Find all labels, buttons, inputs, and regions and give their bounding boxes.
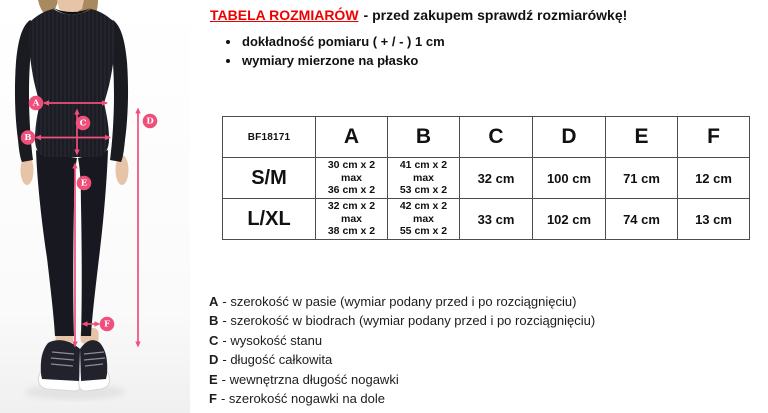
legend-text: - szerokość w pasie (wymiar podany przed… <box>222 294 577 309</box>
table-row-lxl: L/XL 32 cm x 2 max 38 cm x 2 42 cm x 2 m… <box>222 198 750 240</box>
measure-arrow-c: C <box>74 108 91 156</box>
cell-lxl-d: 102 cm <box>532 198 606 240</box>
measure-label-d: D <box>146 117 154 127</box>
col-header-a: A <box>315 116 388 158</box>
measure-arrow-d: D <box>135 107 158 348</box>
cell-sm-e: 71 cm <box>605 157 678 199</box>
cell-lxl-e: 74 cm <box>605 198 678 240</box>
sneaker-upper <box>80 340 108 381</box>
model-photo: A C B D <box>0 0 190 413</box>
size-label-lxl: L/XL <box>222 198 316 240</box>
table-header-row: BF18171 A B C D E F <box>222 116 750 158</box>
col-header-b: B <box>387 116 460 158</box>
cell-lxl-c: 33 cm <box>459 198 533 240</box>
product-code: BF18171 <box>222 116 316 158</box>
measure-arrow-f: F <box>81 316 115 332</box>
collar <box>53 8 91 15</box>
leggings <box>78 150 108 336</box>
model-figure-svg: A C B D <box>0 0 190 413</box>
legend-letter: E <box>209 371 218 387</box>
hand <box>115 155 129 185</box>
legend-letter: D <box>209 352 219 368</box>
header: TABELA ROZMIARÓW - przed zakupem sprawdź … <box>210 7 762 70</box>
measure-label-a: A <box>32 99 40 109</box>
measurement-legend: A- szerokość w pasie (wymiar podany prze… <box>209 292 595 408</box>
notes-list: dokładność pomiaru ( + / - ) 1 cm wymiar… <box>210 32 762 70</box>
sleeve <box>107 20 129 162</box>
leggings <box>36 150 77 336</box>
cell-sm-b: 41 cm x 2 max 53 cm x 2 <box>387 157 460 199</box>
legend-item-c: C- wysokość stanu <box>209 331 595 350</box>
sneaker-laces <box>50 351 106 367</box>
sweater-rib-texture <box>29 9 115 157</box>
cell-sm-d: 100 cm <box>532 157 606 199</box>
legend-text: - wysokość stanu <box>222 332 323 348</box>
measure-arrow-a: A <box>28 95 108 111</box>
col-header-e: E <box>605 116 678 158</box>
legend-item-a: A- szerokość w pasie (wymiar podany prze… <box>209 292 595 311</box>
neck <box>57 0 84 13</box>
page-subtitle: - przed zakupem sprawdź rozmiarówkę! <box>363 7 628 23</box>
page-title: TABELA ROZMIARÓW <box>210 7 359 23</box>
col-header-f: F <box>677 116 750 158</box>
measure-arrow-b: B <box>20 130 111 145</box>
cell-sm-c: 32 cm <box>459 157 533 199</box>
legend-letter: B <box>209 313 219 329</box>
note-item: dokładność pomiaru ( + / - ) 1 cm <box>241 32 762 51</box>
hair <box>38 0 58 17</box>
legend-text: - długość całkowita <box>222 352 333 368</box>
legend-item-d: D- długość całkowita <box>209 350 595 369</box>
note-item: wymiary mierzone na płasko <box>241 51 762 70</box>
table-row-sm: S/M 30 cm x 2 max 36 cm x 2 41 cm x 2 ma… <box>222 157 750 199</box>
legend-item-b: B- szerokość w biodrach (wymiar podany p… <box>209 311 595 330</box>
cell-sm-f: 12 cm <box>677 157 750 199</box>
col-header-c: C <box>459 116 533 158</box>
sleeve <box>14 20 37 162</box>
measure-label-f: F <box>104 320 110 330</box>
cell-lxl-b: 42 cm x 2 max 55 cm x 2 <box>387 198 460 240</box>
cell-lxl-f: 13 cm <box>677 198 750 240</box>
legend-text: - wewnętrzna długość nogawki <box>221 371 399 387</box>
sneaker-upper <box>40 340 80 381</box>
legend-letter: F <box>209 391 217 407</box>
measure-label-c: C <box>80 119 87 129</box>
legend-letter: C <box>209 332 219 348</box>
cell-sm-a: 30 cm x 2 max 36 cm x 2 <box>315 157 388 199</box>
cell-lxl-a: 32 cm x 2 max 38 cm x 2 <box>315 198 388 240</box>
legend-text: - szerokość w biodrach (wymiar podany pr… <box>222 313 596 329</box>
measure-label-e: E <box>81 179 88 189</box>
size-table: BF18171 A B C D E F S/M 30 cm x 2 max 36… <box>222 116 750 240</box>
title-line: TABELA ROZMIARÓW - przed zakupem sprawdź … <box>210 7 762 24</box>
legend-item-e: E- wewnętrzna długość nogawki <box>209 370 595 389</box>
measure-arrow-e: E <box>72 162 92 348</box>
legend-text: - szerokość nogawki na dole <box>220 391 385 407</box>
hand <box>20 155 34 185</box>
legend-item-f: F- szerokość nogawki na dole <box>209 389 595 408</box>
legend-letter: A <box>209 294 219 309</box>
col-header-d: D <box>532 116 606 158</box>
size-label-sm: S/M <box>222 157 316 199</box>
measure-label-b: B <box>24 133 31 143</box>
